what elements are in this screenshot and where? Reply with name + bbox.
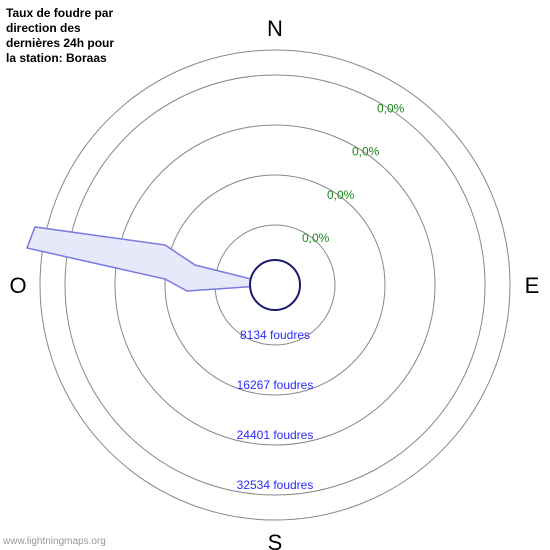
credit-text: www.lightningmaps.org	[3, 536, 106, 547]
chart-title: Taux de foudre par direction des dernièr…	[6, 6, 116, 66]
center-circle	[250, 260, 300, 310]
polar-chart: N S E O 0,0% 0,0% 0,0% 0,0% 8134 foudres 16267 fo…	[0, 0, 550, 550]
compass-e: E	[525, 273, 540, 298]
count-label: 24401 foudres	[237, 428, 314, 442]
percent-label: 0,0%	[302, 231, 330, 245]
direction-wedge	[27, 227, 275, 291]
count-label: 8134 foudres	[240, 328, 310, 342]
compass-n: N	[267, 16, 283, 41]
count-label: 16267 foudres	[237, 378, 314, 392]
percent-label: 0,0%	[377, 101, 405, 115]
percent-label: 0,0%	[352, 145, 380, 159]
count-label: 32534 foudres	[237, 478, 314, 492]
percent-label: 0,0%	[327, 188, 355, 202]
compass-w: O	[9, 273, 26, 298]
compass-s: S	[268, 530, 283, 550]
